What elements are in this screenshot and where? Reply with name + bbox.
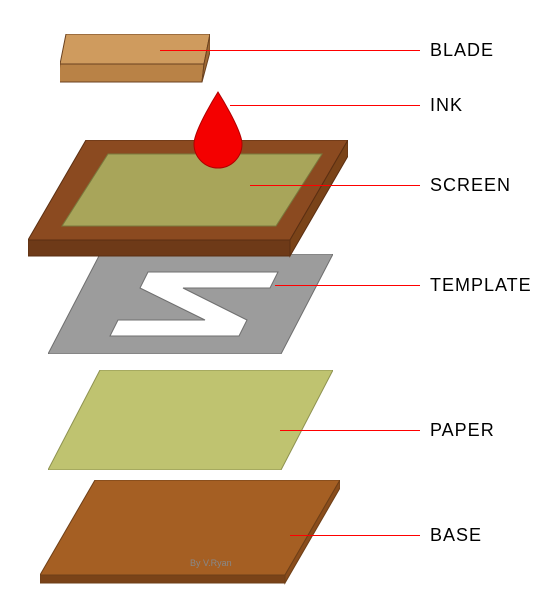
layer-template [48,254,333,359]
ink-drop-icon [188,90,248,170]
credit-text: By V.Ryan [190,558,232,568]
layer-ink [188,90,248,175]
leader-screen [250,185,420,186]
label-screen: SCREEN [430,175,511,196]
layer-paper [48,370,333,475]
label-blade: BLADE [430,40,494,61]
leader-paper [280,430,420,431]
diagram-canvas: By V.Ryan BLADE INK SCREEN TEMPLATE PAPER BAS… [0,0,550,600]
layer-blade [60,34,210,91]
label-paper: PAPER [430,420,495,441]
layer-base [40,480,340,595]
label-template: TEMPLATE [430,275,532,296]
leader-template [275,285,420,286]
label-base: BASE [430,525,482,546]
leader-ink [230,105,420,106]
leader-base [290,535,420,536]
leader-blade [160,50,420,51]
label-ink: INK [430,95,463,116]
